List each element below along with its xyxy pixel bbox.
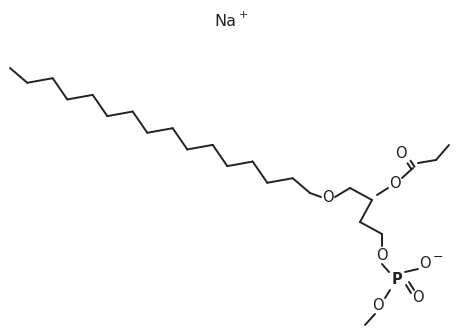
- Text: O: O: [395, 147, 407, 162]
- Text: −: −: [433, 251, 443, 263]
- Text: O: O: [372, 298, 384, 312]
- Text: P: P: [392, 272, 402, 288]
- Text: O: O: [376, 248, 388, 262]
- Text: +: +: [238, 10, 248, 20]
- Text: O: O: [322, 191, 334, 206]
- Text: O: O: [389, 175, 401, 191]
- Text: Na: Na: [214, 15, 236, 29]
- Text: O: O: [412, 291, 424, 306]
- Text: O: O: [419, 257, 431, 271]
